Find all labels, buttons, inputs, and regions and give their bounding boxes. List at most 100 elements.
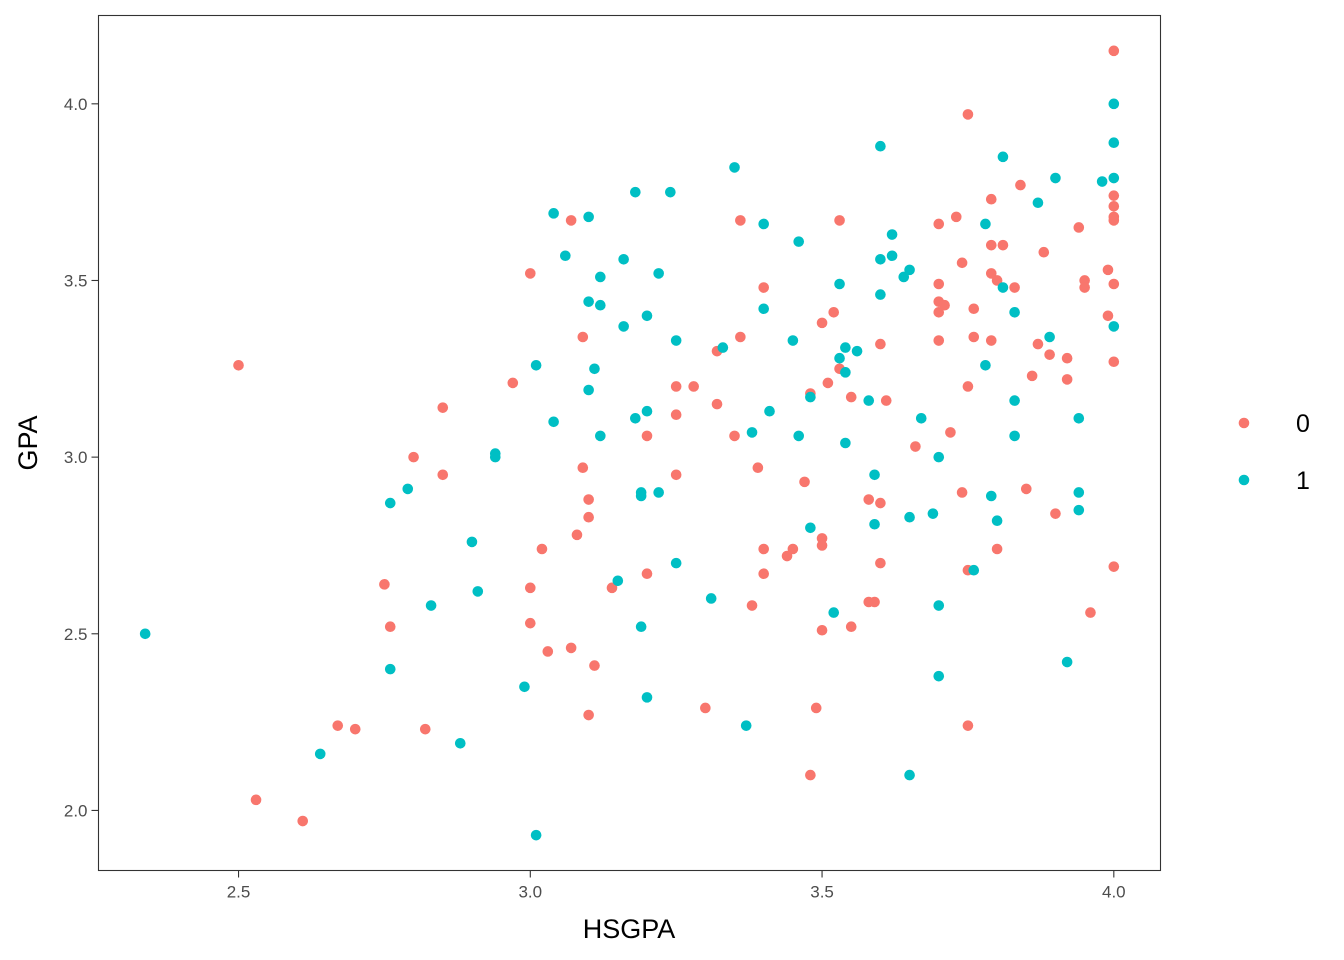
series-0-point — [968, 331, 980, 343]
series-1-point — [869, 469, 880, 481]
series-0-point — [735, 215, 746, 226]
series-0-point — [571, 529, 583, 541]
series-1-point — [758, 218, 770, 230]
series-1-point — [898, 271, 910, 283]
legend-label-0: 0 — [1296, 410, 1310, 438]
series-0-point — [542, 646, 554, 657]
series-1-point — [933, 670, 945, 682]
series-1-point — [758, 303, 770, 315]
series-0-point — [787, 543, 799, 555]
series-0-point — [332, 720, 344, 731]
series-1-point — [793, 236, 805, 247]
series-1-point — [670, 335, 682, 346]
series-1-point — [583, 296, 594, 307]
series-0-point — [845, 621, 857, 633]
series-0-point — [1015, 179, 1026, 191]
series-0-point — [565, 642, 577, 654]
y-tick-label: 3.5 — [64, 271, 88, 290]
series-1-point — [548, 416, 559, 428]
data-points — [139, 45, 1120, 841]
series-0-point — [822, 377, 834, 389]
series-1-point — [630, 412, 641, 424]
series-0-point — [577, 462, 589, 474]
series-0-point — [1108, 215, 1120, 226]
series-0-point — [525, 617, 536, 629]
series-0-point — [1102, 264, 1114, 276]
series-0-point — [670, 381, 682, 392]
series-1-point — [740, 720, 752, 731]
series-0-point — [688, 381, 699, 392]
series-0-point — [985, 335, 997, 346]
series-0-point — [956, 257, 968, 269]
series-0-point — [577, 331, 589, 343]
series-1-point — [653, 268, 664, 279]
series-1-point — [834, 352, 845, 364]
series-1-point — [729, 162, 740, 173]
series-1-point — [641, 310, 653, 322]
series-0-point — [985, 193, 997, 205]
series-1-point — [927, 508, 939, 519]
series-0-point — [525, 268, 536, 279]
series-0-point — [997, 239, 1009, 251]
series-1-point — [1073, 504, 1085, 516]
x-axis-title: HSGPA — [583, 914, 676, 944]
series-0-point — [1102, 310, 1114, 322]
series-0-point — [875, 497, 886, 509]
series-0-point — [985, 239, 997, 251]
series-0-point — [939, 299, 950, 311]
x-tick-label: 3.5 — [810, 883, 834, 902]
series-0-point — [729, 430, 740, 442]
series-0-point — [507, 377, 519, 389]
series-0-point — [641, 430, 653, 442]
series-0-point — [565, 215, 577, 226]
series-1-point — [764, 405, 775, 417]
legend: 01 — [1238, 410, 1310, 495]
series-1-point — [466, 536, 478, 548]
series-1-point — [530, 829, 542, 841]
series-1-point — [618, 253, 629, 265]
series-0-point — [781, 550, 793, 562]
series-1-point — [1073, 412, 1085, 424]
series-1-point — [425, 600, 437, 611]
series-0-point — [437, 402, 449, 413]
series-1-point — [472, 586, 484, 597]
series-0-point — [711, 398, 723, 410]
series-1-point — [904, 264, 915, 276]
series-1-point — [1032, 197, 1044, 209]
series-1-point — [840, 342, 851, 353]
series-1-point — [991, 515, 1003, 527]
x-tick-label: 3.0 — [518, 883, 542, 902]
series-1-point — [968, 564, 980, 576]
series-0-point — [233, 359, 244, 371]
series-0-point — [799, 476, 810, 488]
y-axis-title: GPA — [13, 415, 43, 470]
series-1-point — [139, 628, 151, 640]
series-1-point — [834, 278, 845, 290]
series-1-point — [705, 593, 717, 604]
legend-key-0 — [1238, 417, 1250, 429]
series-1-point — [454, 738, 466, 749]
series-1-point — [402, 483, 414, 495]
series-0-point — [991, 543, 1003, 555]
series-1-point — [886, 229, 898, 240]
y-axis: 2.0 2.5 3.0 3.5 4.0 — [64, 95, 99, 820]
legend-label-1: 1 — [1296, 467, 1310, 495]
series-1-point — [1073, 487, 1085, 498]
series-1-point — [828, 607, 840, 618]
series-0-point — [933, 218, 945, 230]
series-0-point — [379, 579, 390, 590]
series-1-point — [1009, 430, 1020, 442]
series-1-point — [875, 140, 886, 152]
series-0-point — [933, 306, 945, 318]
series-1-point — [997, 151, 1009, 163]
series-0-point — [536, 543, 548, 555]
series-1-point — [560, 250, 571, 262]
series-0-point — [1085, 607, 1096, 618]
series-1-point — [1096, 176, 1108, 187]
plot-panel — [97, 14, 1162, 872]
series-1-point — [805, 391, 816, 403]
series-0-point — [408, 451, 419, 463]
series-0-point — [962, 381, 974, 392]
series-0-point — [250, 794, 262, 806]
